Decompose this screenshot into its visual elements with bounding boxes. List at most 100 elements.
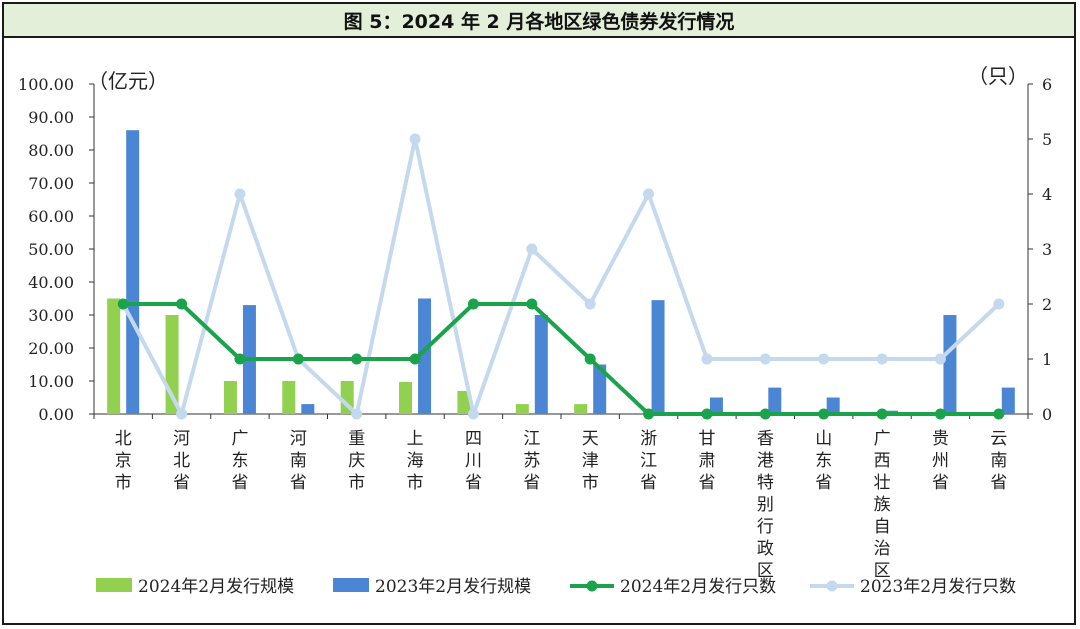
count-2023-point <box>993 298 1005 310</box>
category-label: 东 <box>815 451 832 471</box>
left-tick-label: 70.00 <box>28 174 74 193</box>
bar-2023 <box>418 298 432 414</box>
right-tick-label: 3 <box>1042 240 1052 259</box>
category-label: 北 <box>173 451 190 471</box>
category-label: 东 <box>231 451 248 471</box>
left-tick-label: 50.00 <box>28 240 74 259</box>
left-tick-label: 30.00 <box>28 306 74 325</box>
category-label: 川 <box>465 451 482 471</box>
category-label: 南 <box>990 451 1007 471</box>
count-2024-point <box>234 353 246 365</box>
count-2024-point <box>467 298 479 310</box>
labels: 0.00 10.00 20.00 30.00 40.00 50.00 60.00 70.00 8… <box>18 64 1052 581</box>
bar-2023 <box>1001 387 1015 414</box>
category-label: 甘 <box>698 429 715 449</box>
category-label: 苏 <box>523 451 540 471</box>
category-label: 浙 <box>640 429 657 449</box>
right-tick-label: 5 <box>1042 130 1052 149</box>
category-label: 省 <box>815 473 832 493</box>
bar-2024 <box>457 390 471 414</box>
left-tick-label: 0.00 <box>38 405 74 424</box>
count-2024-point <box>876 408 888 420</box>
category-label: 省 <box>698 473 715 493</box>
count-2023-point <box>176 408 188 420</box>
count-2024-point <box>292 353 304 365</box>
category-label: 广 <box>874 429 891 449</box>
count-2023-point <box>409 133 421 145</box>
bar-2023 <box>943 315 957 414</box>
count-2023-point <box>526 243 538 255</box>
left-tick-label: 80.00 <box>28 141 74 160</box>
count-2024-point <box>584 353 596 365</box>
left-tick-label: 90.00 <box>28 108 74 127</box>
bar-2024 <box>515 404 529 414</box>
bar-2023 <box>301 404 315 414</box>
category-label: 行 <box>757 517 774 537</box>
category-label: 肃 <box>698 451 715 471</box>
category-label: 江 <box>523 429 540 449</box>
bar-2024 <box>399 381 413 414</box>
bars <box>107 130 1015 414</box>
bar-2023 <box>768 387 782 414</box>
category-label: 区 <box>757 561 774 581</box>
category-label: 市 <box>348 473 365 493</box>
category-label: 省 <box>640 473 657 493</box>
count-2024-point <box>117 298 129 310</box>
count-2023-point <box>934 353 946 365</box>
category-label: 治 <box>874 539 891 559</box>
bar-2023 <box>126 130 140 414</box>
count-2023-point <box>701 353 713 365</box>
left-tick-label: 100.00 <box>18 75 74 94</box>
count-2024-point <box>934 408 946 420</box>
left-tick-label: 20.00 <box>28 339 74 358</box>
category-label: 自 <box>874 517 891 537</box>
count-2024-point <box>409 353 421 365</box>
category-label: 山 <box>815 429 832 449</box>
category-label: 市 <box>407 473 424 493</box>
legend-swatch <box>333 578 369 592</box>
category-label: 上 <box>407 429 424 449</box>
count-2023-point <box>467 408 479 420</box>
category-label: 津 <box>582 451 599 471</box>
right-tick-label: 6 <box>1042 75 1052 94</box>
bar-2023 <box>593 364 607 414</box>
legend-swatch <box>96 578 132 592</box>
legend-marker <box>826 580 838 592</box>
category-label: 河 <box>173 429 190 449</box>
left-tick-label: 40.00 <box>28 273 74 292</box>
category-label: 省 <box>932 473 949 493</box>
category-label: 省 <box>465 473 482 493</box>
category-label: 四 <box>465 429 482 449</box>
category-label: 海 <box>407 451 424 471</box>
count-2024-point <box>701 408 713 420</box>
left-tick-label: 60.00 <box>28 207 74 226</box>
left-unit-label: （亿元） <box>88 69 168 93</box>
count-2023-point <box>234 188 246 200</box>
category-label: 壮 <box>874 473 891 493</box>
category-label: 天 <box>582 429 599 449</box>
count-2023-point <box>759 353 771 365</box>
category-label: 广 <box>231 429 248 449</box>
legend: 2024年2月发行规模 2023年2月发行规模 2024年2月发行只数 2023年2月… <box>96 577 1016 597</box>
count-2024-line <box>123 302 999 416</box>
category-label: 政 <box>757 539 774 559</box>
category-label: 省 <box>173 473 190 493</box>
title-bar: 图 5：2024 年 2 月各地区绿色债券发行情况 <box>4 4 1074 38</box>
category-label: 州 <box>932 451 949 471</box>
count-2024-point <box>351 353 363 365</box>
category-label: 庆 <box>348 451 365 471</box>
right-tick-label: 4 <box>1042 185 1052 204</box>
bar-2023 <box>534 315 548 414</box>
bar-2024 <box>282 381 296 414</box>
category-label: 市 <box>582 473 599 493</box>
bar-2023 <box>709 397 723 414</box>
legend-label: 2024年2月发行只数 <box>620 577 776 597</box>
category-label: 族 <box>874 495 891 515</box>
bar-2024 <box>574 404 588 414</box>
count-2023-point <box>351 408 363 420</box>
category-label: 省 <box>290 473 307 493</box>
right-tick-label: 1 <box>1042 350 1052 369</box>
category-label: 云 <box>990 429 1007 449</box>
